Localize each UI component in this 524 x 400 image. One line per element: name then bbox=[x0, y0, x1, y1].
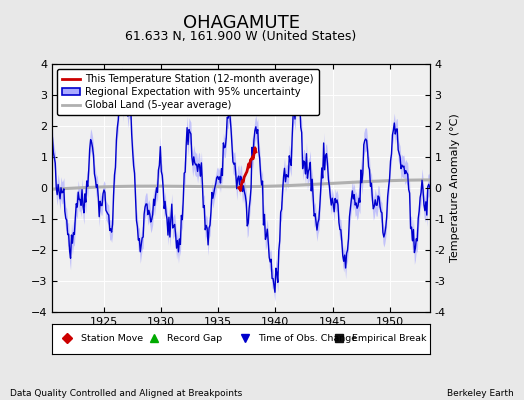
Text: Station Move: Station Move bbox=[81, 334, 143, 343]
Legend: This Temperature Station (12-month average), Regional Expectation with 95% uncer: This Temperature Station (12-month avera… bbox=[58, 69, 319, 115]
Text: Empirical Break: Empirical Break bbox=[352, 334, 427, 343]
Text: Time of Obs. Change: Time of Obs. Change bbox=[258, 334, 357, 343]
Text: OHAGAMUTE: OHAGAMUTE bbox=[182, 14, 300, 32]
Text: Data Quality Controlled and Aligned at Breakpoints: Data Quality Controlled and Aligned at B… bbox=[10, 389, 243, 398]
Text: Berkeley Earth: Berkeley Earth bbox=[447, 389, 514, 398]
Y-axis label: Temperature Anomaly (°C): Temperature Anomaly (°C) bbox=[450, 114, 460, 262]
Text: 61.633 N, 161.900 W (United States): 61.633 N, 161.900 W (United States) bbox=[125, 30, 357, 43]
Text: Record Gap: Record Gap bbox=[168, 334, 223, 343]
